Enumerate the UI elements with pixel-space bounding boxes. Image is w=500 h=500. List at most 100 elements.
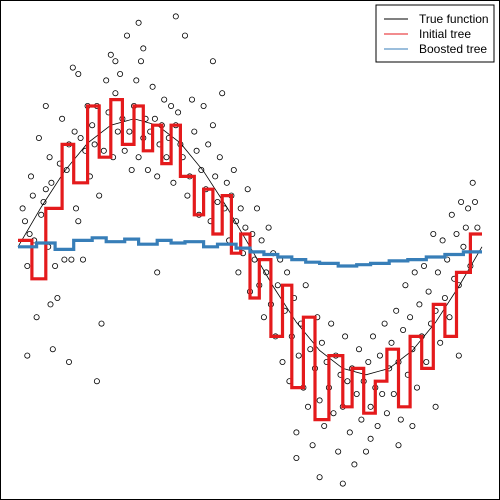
data-point — [198, 166, 205, 173]
data-point — [24, 352, 31, 359]
data-point — [362, 448, 369, 455]
data-point — [161, 96, 168, 103]
data-point — [219, 90, 226, 97]
data-point — [93, 378, 100, 385]
data-point — [344, 378, 351, 385]
data-point — [188, 96, 195, 103]
data-point — [295, 352, 302, 359]
data-point — [244, 186, 251, 193]
data-point — [68, 256, 75, 263]
data-point — [253, 205, 260, 212]
data-point — [304, 403, 311, 410]
data-point — [69, 64, 76, 71]
data-point — [444, 256, 451, 263]
data-point — [469, 179, 476, 186]
data-point — [144, 166, 151, 173]
boosted-tree-line — [18, 236, 482, 268]
data-point — [212, 173, 219, 180]
data-point — [335, 448, 342, 455]
data-point — [318, 339, 325, 346]
data-point — [49, 346, 56, 353]
data-point — [117, 71, 124, 78]
data-point — [223, 179, 230, 186]
data-point — [258, 237, 265, 244]
data-point — [413, 384, 420, 391]
data-point — [355, 346, 362, 353]
data-points — [19, 13, 481, 487]
data-point — [284, 269, 291, 276]
data-point — [307, 346, 314, 353]
data-point — [434, 269, 441, 276]
legend: True function Initial tree Boosted tree — [375, 4, 495, 63]
data-point — [54, 294, 61, 301]
data-point — [279, 358, 286, 365]
data-point — [29, 192, 36, 199]
data-point — [367, 403, 374, 410]
data-point — [91, 141, 98, 148]
data-point — [381, 320, 388, 327]
data-point — [103, 77, 110, 84]
data-point — [395, 442, 402, 449]
legend-label-boosted-tree: Boosted tree — [419, 42, 487, 56]
data-point — [42, 103, 49, 110]
data-point — [33, 314, 40, 321]
data-point — [402, 282, 409, 289]
data-point — [330, 410, 337, 417]
data-point — [460, 243, 467, 250]
data-point — [209, 58, 216, 65]
data-point — [133, 77, 140, 84]
data-point — [191, 128, 198, 135]
data-point — [393, 307, 400, 314]
data-point — [425, 288, 432, 295]
data-point — [458, 198, 465, 205]
data-point — [35, 134, 42, 141]
data-point — [388, 339, 395, 346]
data-point — [441, 294, 448, 301]
data-point — [416, 301, 423, 308]
data-point — [63, 166, 70, 173]
legend-label-true-function: True function — [419, 12, 489, 26]
data-point — [293, 429, 300, 436]
data-point — [126, 128, 133, 135]
data-point — [214, 198, 221, 205]
data-point — [52, 262, 59, 269]
data-point — [47, 301, 54, 308]
data-point — [351, 461, 358, 468]
data-point — [154, 269, 161, 276]
data-point — [383, 410, 390, 417]
data-point — [374, 422, 381, 429]
data-point — [193, 147, 200, 154]
data-point — [455, 352, 462, 359]
data-point — [200, 103, 207, 110]
data-point — [80, 256, 87, 263]
data-point — [135, 154, 142, 161]
data-point — [342, 333, 349, 340]
data-point — [309, 442, 316, 449]
data-point — [474, 224, 481, 231]
data-point — [149, 83, 156, 90]
data-point — [376, 352, 383, 359]
data-point — [114, 128, 121, 135]
data-point — [390, 390, 397, 397]
data-point — [316, 397, 323, 404]
initial-tree-line — [18, 98, 482, 422]
data-point — [124, 32, 131, 39]
data-point — [151, 115, 158, 122]
data-point — [411, 269, 418, 276]
data-point — [137, 58, 144, 65]
data-point — [21, 218, 28, 225]
data-point — [409, 422, 416, 429]
data-point — [465, 205, 472, 212]
data-point — [61, 256, 68, 263]
data-point — [302, 282, 309, 289]
data-point — [71, 128, 78, 135]
data-point — [40, 198, 47, 205]
data-point — [437, 339, 444, 346]
data-point — [293, 454, 300, 461]
data-point — [423, 358, 430, 365]
data-point — [407, 314, 414, 321]
data-point — [432, 403, 439, 410]
data-point — [209, 122, 216, 129]
data-point — [172, 13, 179, 20]
